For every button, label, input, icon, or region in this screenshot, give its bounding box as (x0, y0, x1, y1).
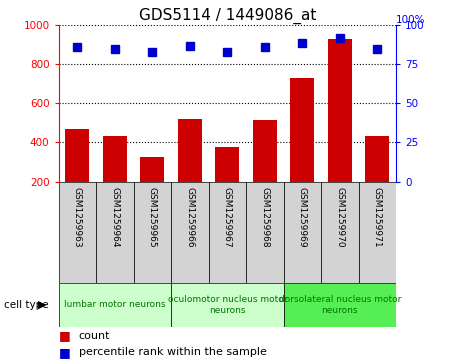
Bar (171, 182, 208, 283)
Text: count: count (79, 331, 110, 341)
Bar (140, 157, 164, 182)
Bar (328, 39, 352, 182)
Bar (359, 182, 396, 283)
Text: GSM1259963: GSM1259963 (73, 187, 82, 247)
Bar (321, 182, 359, 283)
Bar (58, 182, 96, 283)
Text: GSM1259968: GSM1259968 (260, 187, 269, 247)
Bar (284, 182, 321, 283)
Text: GSM1259965: GSM1259965 (148, 187, 157, 247)
Bar (134, 182, 171, 283)
Text: lumbar motor neurons: lumbar motor neurons (64, 301, 166, 309)
Text: ▶: ▶ (38, 300, 47, 310)
Text: GSM1259967: GSM1259967 (223, 187, 232, 247)
Bar (65, 129, 90, 182)
Bar (171, 283, 284, 327)
Bar (215, 147, 239, 182)
Text: 100%: 100% (396, 15, 426, 25)
Bar (96, 182, 134, 283)
Text: ■: ■ (58, 329, 70, 342)
Bar (103, 136, 127, 182)
Text: dorsolateral nucleus motor
neurons: dorsolateral nucleus motor neurons (279, 295, 401, 315)
Bar (208, 182, 246, 283)
Text: ■: ■ (58, 346, 70, 359)
Bar (246, 182, 284, 283)
Text: GSM1259970: GSM1259970 (335, 187, 344, 247)
Bar (284, 283, 396, 327)
Text: cell type: cell type (4, 300, 49, 310)
Bar (58, 283, 171, 327)
Text: GSM1259969: GSM1259969 (298, 187, 307, 247)
Text: GSM1259966: GSM1259966 (185, 187, 194, 247)
Text: percentile rank within the sample: percentile rank within the sample (79, 347, 266, 357)
Text: GSM1259971: GSM1259971 (373, 187, 382, 247)
Title: GDS5114 / 1449086_at: GDS5114 / 1449086_at (139, 8, 316, 24)
Bar (290, 78, 315, 182)
Bar (252, 120, 277, 182)
Bar (365, 136, 389, 182)
Text: GSM1259964: GSM1259964 (110, 187, 119, 247)
Bar (178, 119, 202, 182)
Text: oculomotor nucleus motor
neurons: oculomotor nucleus motor neurons (167, 295, 287, 315)
